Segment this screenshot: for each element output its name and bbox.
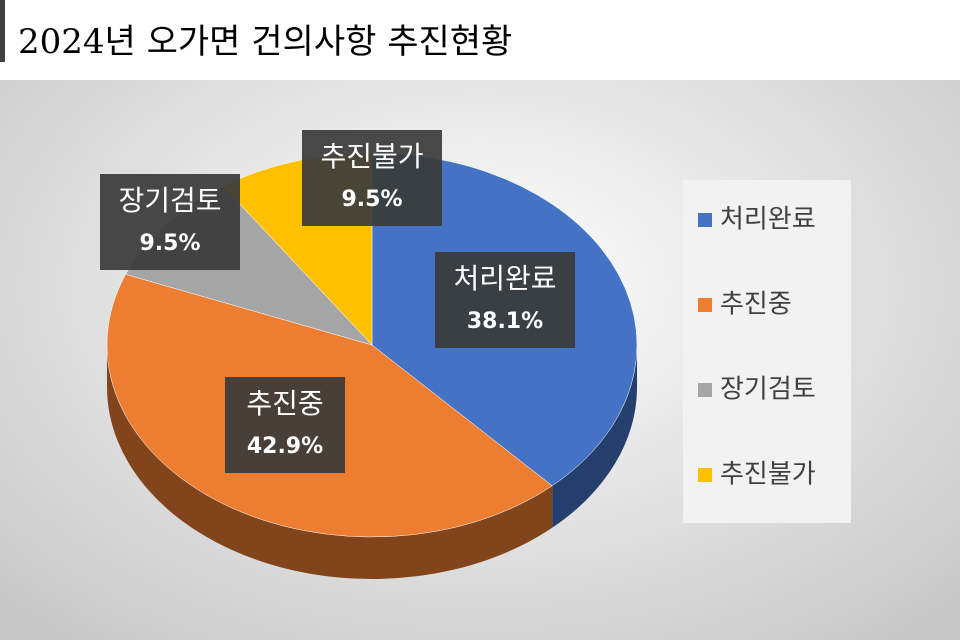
chart-title: 2024년 오가면 건의사항 추진현황 (18, 22, 512, 62)
data-label-box (435, 252, 575, 348)
data-label-value: 9.5% (341, 187, 402, 212)
legend-label: 추진중 (720, 290, 792, 320)
slice-side (107, 345, 553, 580)
legend-swatch (698, 298, 712, 312)
title-band (0, 0, 960, 80)
legend-label: 처리완료 (720, 205, 816, 235)
data-label-value: 38.1% (467, 309, 543, 334)
legend-label: 추진불가 (720, 460, 816, 490)
data-label-value: 42.9% (247, 434, 323, 459)
legend-swatch (698, 468, 712, 482)
legend-box (683, 180, 851, 523)
legend-swatch (698, 213, 712, 227)
data-label-box (302, 130, 442, 226)
data-label-name: 추진중 (246, 387, 323, 420)
data-label-name: 장기검토 (118, 184, 221, 217)
legend-swatch (698, 383, 712, 397)
slice-side (552, 345, 637, 528)
legend-label: 장기검토 (720, 375, 816, 405)
data-label-name: 처리완료 (453, 262, 556, 295)
title-accent (0, 0, 5, 62)
data-label-box (100, 174, 240, 270)
data-label-value: 9.5% (139, 231, 200, 256)
data-label-box (225, 377, 345, 473)
data-label-name: 추진불가 (320, 140, 423, 173)
